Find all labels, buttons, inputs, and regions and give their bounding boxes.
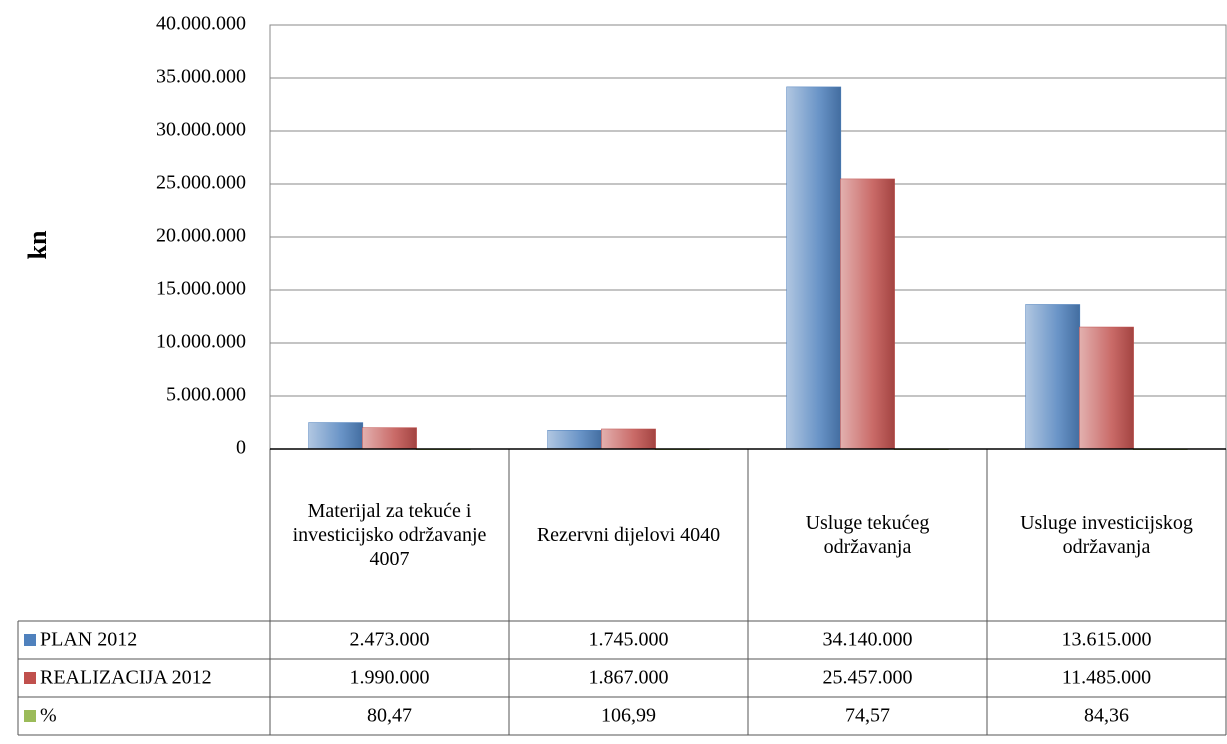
legend-label: REALIZACIJA 2012 bbox=[40, 667, 212, 689]
y-axis-label: kn bbox=[23, 230, 52, 259]
x-tick-label: Usluge investicijskog održavanja bbox=[1020, 512, 1193, 558]
y-tick-label: 25.000.000 bbox=[156, 172, 246, 194]
y-tick-label: 35.000.000 bbox=[156, 66, 246, 88]
legend-swatch bbox=[24, 672, 36, 684]
y-tick-label: 15.000.000 bbox=[156, 278, 246, 300]
y-tick-label: 20.000.000 bbox=[156, 225, 246, 247]
table-value: 11.485.000 bbox=[1062, 667, 1151, 689]
bar-shine bbox=[362, 427, 417, 449]
y-tick-label: 0 bbox=[236, 437, 246, 459]
x-tick-label: Usluge tekućeg održavanja bbox=[805, 512, 930, 558]
bar-shine bbox=[840, 179, 895, 449]
bar-shine bbox=[547, 430, 602, 449]
table-value: 106,99 bbox=[601, 705, 656, 727]
table-value: 1.990.000 bbox=[350, 667, 430, 689]
table-value: 34.140.000 bbox=[823, 629, 913, 651]
table-value: 74,57 bbox=[845, 705, 890, 727]
y-tick-label: 10.000.000 bbox=[156, 331, 246, 353]
table-value: 1.867.000 bbox=[589, 667, 669, 689]
x-tick-label: Materijal za tekuće i investicijsko održ… bbox=[292, 500, 487, 570]
table-value: 1.745.000 bbox=[589, 629, 669, 651]
table-value: 84,36 bbox=[1084, 705, 1129, 727]
table-value: 2.473.000 bbox=[350, 629, 430, 651]
y-tick-label: 5.000.000 bbox=[166, 384, 246, 406]
bar-shine bbox=[308, 422, 363, 449]
legend-swatch bbox=[24, 634, 36, 646]
legend-label: PLAN 2012 bbox=[40, 629, 137, 651]
bar-shine bbox=[786, 87, 841, 449]
y-tick-label: 30.000.000 bbox=[156, 119, 246, 141]
legend-label: % bbox=[40, 705, 57, 727]
x-tick-label: Rezervni dijelovi 4040 bbox=[536, 524, 721, 546]
y-tick-label: 40.000.000 bbox=[156, 13, 246, 35]
table-value: 25.457.000 bbox=[823, 667, 913, 689]
table-value: 13.615.000 bbox=[1062, 629, 1152, 651]
bar-shine bbox=[1025, 304, 1080, 449]
bar-shine bbox=[601, 429, 656, 449]
table-value: 80,47 bbox=[367, 705, 412, 727]
legend-swatch bbox=[24, 710, 36, 722]
bar-shine bbox=[1079, 327, 1134, 449]
